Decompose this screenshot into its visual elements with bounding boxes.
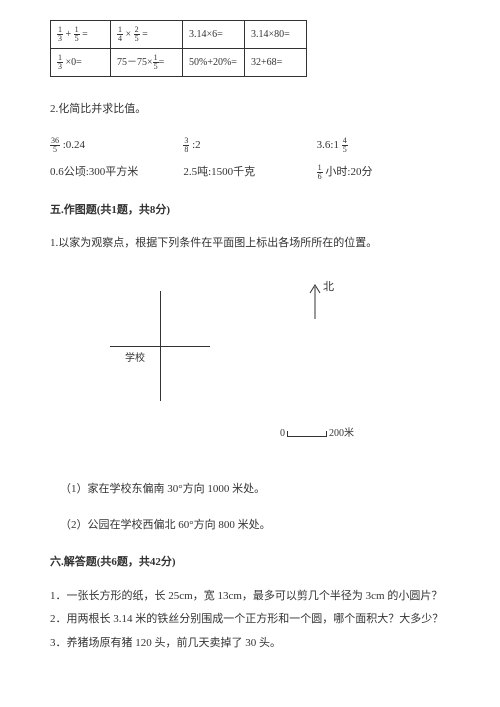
cross-horizontal	[110, 346, 210, 347]
ratio-item: 3.6:1 45	[317, 137, 450, 155]
section6-q1: 1．一张长方形的纸，长 25cm，宽 13cm，最多可以剪几个半径为 3cm 的…	[50, 588, 450, 606]
ratio-item: 365 :0.24	[50, 137, 183, 155]
cell-r1c3: 3.14×6=	[183, 21, 245, 49]
diagram-area: 学校 北 0200米	[50, 271, 450, 461]
section6-q2: 2．用两根长 3.14 米的铁丝分别围成一个正方形和一个圆，哪个面积大？大多少？	[50, 611, 450, 629]
section6-q3: 3．养猪场原有猪 120 头，前几天卖掉了 30 头。	[50, 635, 450, 653]
ratio-item: 16 小时:20分	[317, 164, 450, 182]
cell-r2c1: 13 ×0=	[51, 49, 111, 77]
cell-r1c4: 3.14×80=	[245, 21, 307, 49]
scale-bar: 0200米	[280, 426, 354, 442]
ratio-row-1: 365 :0.24 38 :2 3.6:1 45	[50, 137, 450, 155]
cell-r2c4: 32+68=	[245, 49, 307, 77]
cell-r2c3: 50%+20%=	[183, 49, 245, 77]
north-arrow: 北	[305, 281, 325, 328]
section5-sub1: （1）家在学校东偏南 30°方向 1000 米处。	[60, 481, 450, 499]
cell-r2c2: 75－75×15=	[111, 49, 183, 77]
school-label: 学校	[125, 351, 145, 367]
q2-title: 2.化简比并求比值。	[50, 101, 450, 119]
section5-title: 五.作图题(共1题，共8分)	[50, 202, 450, 220]
section6-title: 六.解答题(共6题，共42分)	[50, 554, 450, 572]
section5-sub2: （2）公园在学校西偏北 60°方向 800 米处。	[60, 517, 450, 535]
ratio-item: 0.6公顷:300平方米	[50, 164, 183, 182]
arrow-up-icon	[305, 281, 325, 321]
ratio-item: 38 :2	[183, 137, 316, 155]
section5-q1: 1.以家为观察点，根据下列条件在平面图上标出各场所所在的位置。	[50, 235, 450, 253]
cell-r1c2: 14 × 25 =	[111, 21, 183, 49]
ratio-row-2: 0.6公顷:300平方米 2.5吨:1500千克 16 小时:20分	[50, 164, 450, 182]
north-label: 北	[323, 279, 334, 297]
ratio-item: 2.5吨:1500千克	[183, 164, 316, 182]
calc-table: 13 + 15 = 14 × 25 = 3.14×6= 3.14×80= 13 …	[50, 20, 307, 77]
cell-r1c1: 13 + 15 =	[51, 21, 111, 49]
